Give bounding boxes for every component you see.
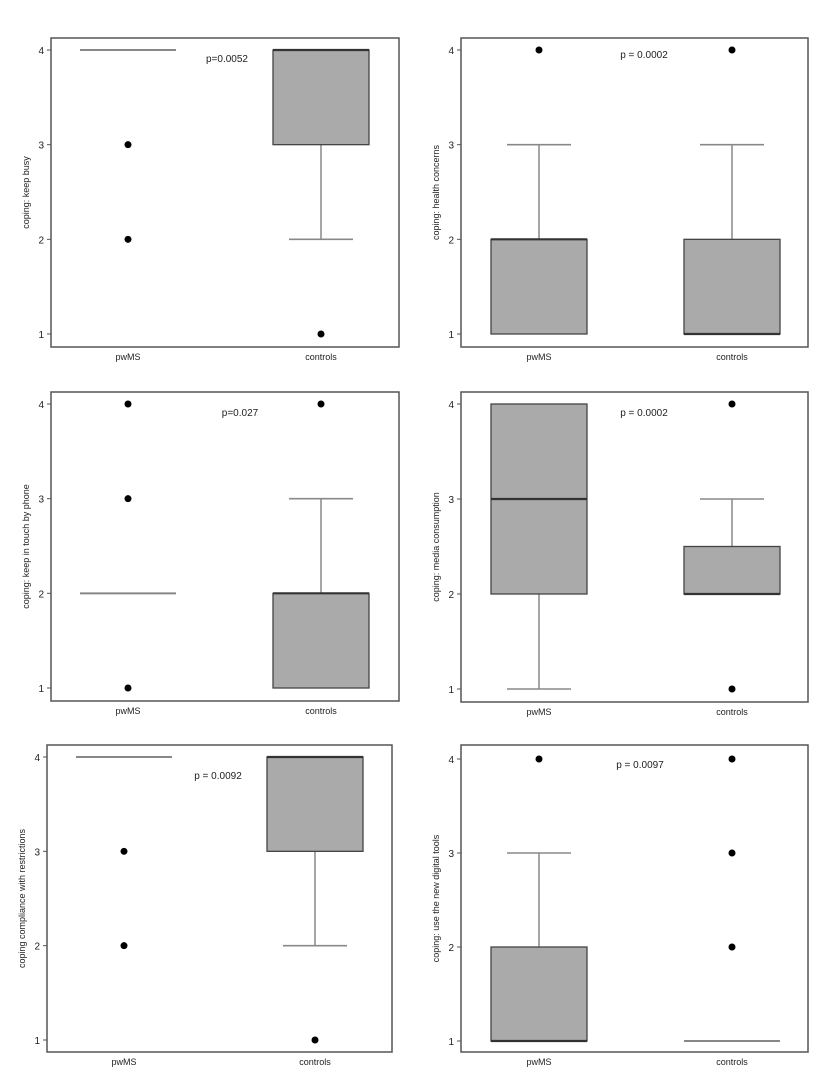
plot-frame xyxy=(50,37,400,348)
x-category-label: controls xyxy=(716,352,748,362)
p-value-annotation: p=0.027 xyxy=(222,408,259,419)
box-iqr xyxy=(683,238,781,335)
box-iqr xyxy=(266,756,364,852)
y-tick-label: 2 xyxy=(448,943,454,954)
outlier-point xyxy=(728,400,736,408)
outlier-point xyxy=(124,141,132,149)
y-tick-label: 3 xyxy=(448,849,454,860)
y-tick-label: 4 xyxy=(448,755,454,766)
x-category-label: controls xyxy=(716,1057,748,1067)
y-tick-label: 4 xyxy=(38,46,44,57)
y-tick-label: 3 xyxy=(34,847,40,858)
p-value-annotation: p = 0.0002 xyxy=(620,50,668,61)
box-pwMS xyxy=(80,49,176,243)
box-pwMS xyxy=(490,755,588,1043)
x-category-label: controls xyxy=(305,706,337,716)
y-tick-label: 1 xyxy=(38,330,44,341)
box-iqr xyxy=(683,545,781,595)
y-tick-label: 2 xyxy=(34,942,40,953)
y-tick-label: 3 xyxy=(448,495,454,506)
y-tick-label: 2 xyxy=(448,235,454,246)
box-iqr xyxy=(490,946,588,1042)
y-tick-label: 2 xyxy=(448,590,454,601)
y-tick-label: 1 xyxy=(34,1036,40,1047)
box-pwMS xyxy=(76,756,172,950)
y-axis-label: coping compliance with restrictions xyxy=(17,828,27,968)
y-tick-label: 3 xyxy=(38,495,44,506)
y-tick-label: 1 xyxy=(448,685,454,696)
outlier-point xyxy=(728,685,736,693)
outlier-point xyxy=(728,943,736,951)
box-controls xyxy=(684,755,780,1042)
outlier-point xyxy=(317,400,325,408)
y-axis-label: coping: keep in touch by phone xyxy=(21,484,31,609)
box-iqr xyxy=(490,238,588,335)
outlier-point xyxy=(728,755,736,763)
box-controls xyxy=(683,46,781,336)
y-tick-label: 4 xyxy=(34,753,40,764)
box-pwMS xyxy=(80,400,176,692)
outlier-point xyxy=(124,235,132,243)
box-controls xyxy=(683,400,781,693)
plot-frame xyxy=(46,744,393,1053)
outlier-point xyxy=(124,400,132,408)
y-tick-label: 1 xyxy=(448,1037,454,1048)
y-tick-label: 1 xyxy=(448,330,454,341)
plot-frame xyxy=(460,37,809,348)
plot-frame xyxy=(460,391,809,703)
plot-frame xyxy=(460,744,809,1053)
x-category-label: controls xyxy=(305,352,337,362)
boxplot-panel: 1 2 3 4 coping: keep busy p=0.0052 pwMS control… xyxy=(21,37,400,362)
outlier-point xyxy=(311,1036,319,1044)
y-tick-label: 3 xyxy=(38,141,44,152)
outlier-point xyxy=(124,684,132,692)
boxplot-panel: 1 2 3 4 coping: keep in touch by phone p=0.02… xyxy=(21,391,400,716)
y-axis-label: coping: keep busy xyxy=(21,156,31,229)
y-axis-label: coping: health concerns xyxy=(431,144,441,240)
y-tick-label: 4 xyxy=(448,46,454,57)
outlier-point xyxy=(535,46,543,54)
outlier-point xyxy=(728,46,736,54)
y-tick-label: 2 xyxy=(38,589,44,600)
p-value-annotation: p = 0.0097 xyxy=(616,760,664,771)
x-category-label: controls xyxy=(716,707,748,717)
box-controls xyxy=(266,755,364,1044)
y-axis-label: coping: media consumption xyxy=(431,492,441,602)
boxplot-panel: 1 2 3 4 coping: health concerns p = 0.0002 pwM… xyxy=(431,37,809,362)
y-tick-label: 2 xyxy=(38,235,44,246)
x-category-label: pwMS xyxy=(111,1057,136,1067)
x-category-label: pwMS xyxy=(115,706,140,716)
x-category-label: controls xyxy=(299,1057,331,1067)
plot-frame xyxy=(50,391,400,702)
box-iqr xyxy=(272,49,370,146)
p-value-annotation: p = 0.0002 xyxy=(620,408,668,419)
outlier-point xyxy=(120,942,128,950)
p-value-annotation: p=0.0052 xyxy=(206,54,248,65)
y-tick-label: 4 xyxy=(448,400,454,411)
outlier-point xyxy=(535,755,543,763)
y-tick-label: 1 xyxy=(38,684,44,695)
x-category-label: pwMS xyxy=(115,352,140,362)
x-category-label: pwMS xyxy=(526,707,551,717)
p-value-annotation: p = 0.0092 xyxy=(194,771,242,782)
y-tick-label: 4 xyxy=(38,400,44,411)
boxplot-panel: 1 2 3 4 coping compliance with restrictions p… xyxy=(17,744,393,1067)
box-controls xyxy=(272,48,370,338)
outlier-point xyxy=(124,495,132,503)
y-axis-label: coping: use the new digital tools xyxy=(431,834,441,962)
box-pwMS xyxy=(490,46,588,335)
x-category-label: pwMS xyxy=(526,352,551,362)
boxplot-panel: 1 2 3 4 coping: use the new digital tools p =… xyxy=(431,744,809,1067)
outlier-point xyxy=(728,849,736,857)
x-category-label: pwMS xyxy=(526,1057,551,1067)
outlier-point xyxy=(317,330,325,338)
box-iqr xyxy=(272,592,370,689)
y-tick-label: 3 xyxy=(448,141,454,152)
boxplot-panel: 1 2 3 4 coping: media consumption p = 0.0002 p… xyxy=(431,391,809,717)
outlier-point xyxy=(120,847,128,855)
box-controls xyxy=(272,400,370,689)
box-pwMS xyxy=(490,403,588,690)
